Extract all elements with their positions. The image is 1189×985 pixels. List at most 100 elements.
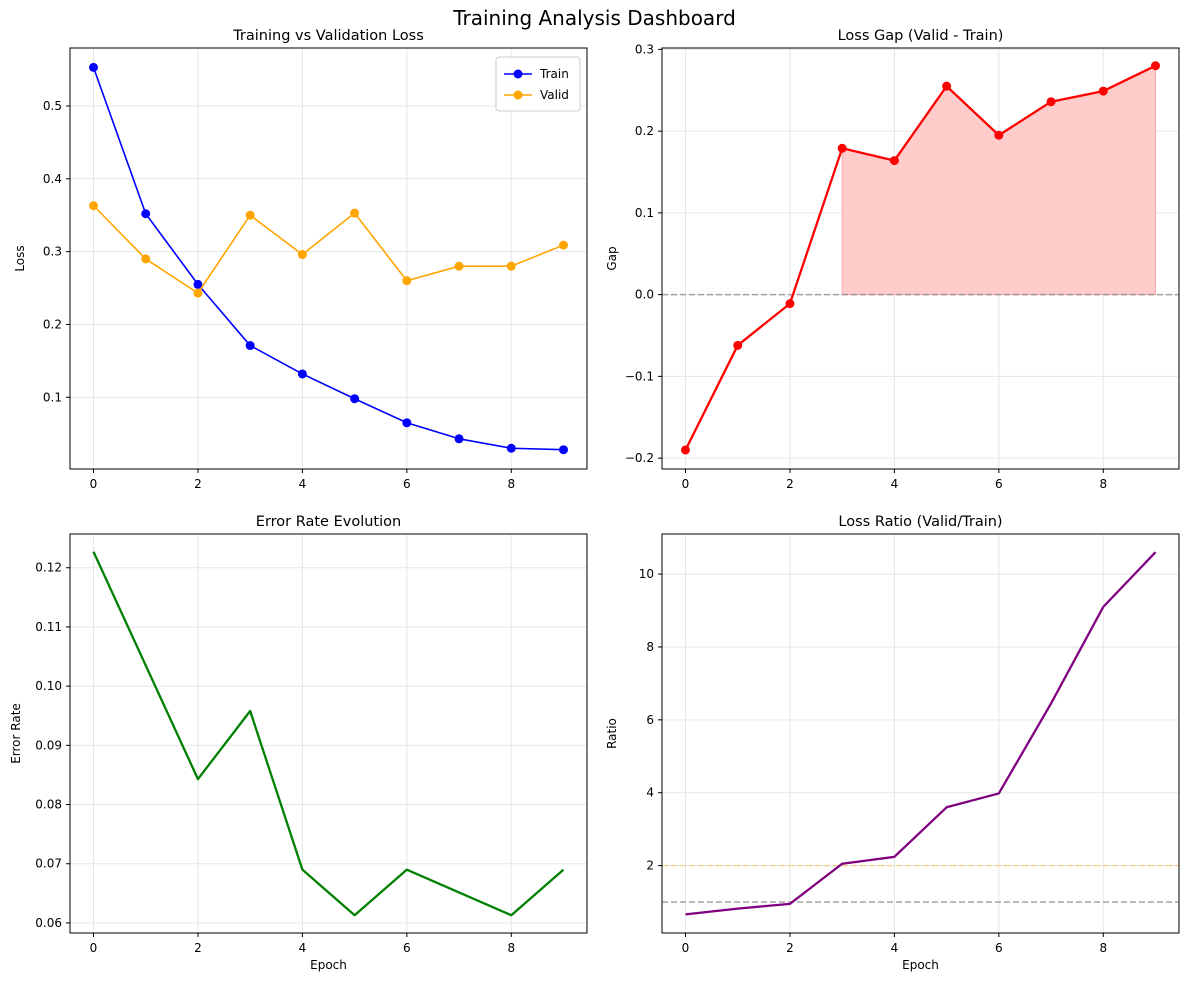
series-line-valid [92,205,564,294]
y-tick-label: 0.09 [35,738,62,752]
data-point-train [506,443,516,453]
axes-frame [69,47,588,470]
y-tick-label: 0.08 [35,798,62,812]
series-line-error [92,551,565,917]
data-point-valid [89,201,98,211]
x-tick-label: 8 [507,941,515,955]
y-tick-label: 0.4 [43,172,62,186]
subplot-title: Loss Ratio (Valid/Train) [838,514,1002,530]
data-point-gap [889,156,899,166]
y-tick-label: 0.3 [43,245,62,259]
data-point-train [402,418,412,428]
y-tick-label: 4 [646,786,654,800]
data-point-gap [837,143,847,153]
y-tick-label: −0.2 [625,451,654,465]
y-tick-label: 0.10 [35,679,62,693]
x-tick-label: 2 [786,941,794,955]
y-tick-label: 8 [646,640,654,654]
x-tick-label: 4 [891,477,899,491]
data-point-valid [559,240,568,250]
y-tick-label: 0.12 [35,561,62,575]
legend: Train Valid [495,56,581,112]
data-point-train [89,62,98,72]
y-tick-label: 0.5 [43,99,62,113]
data-point-gap [942,81,952,91]
subplot-ratio: 0 2 4 6 8 2 4 6 8 10 Loss Ratio (Valid/Train) Epoch… [605,514,1180,972]
x-tick-label: 4 [891,941,899,955]
y-tick-label: 0.0 [635,288,654,302]
data-point-valid [506,261,516,271]
legend-box [495,56,581,112]
x-tick-label: 6 [403,477,411,491]
data-point-train [454,434,464,444]
subplot-gap: 0 2 4 6 8 −0.2 −0.1 0.0 0.1 0.2 0.3 Loss Gap (Valid… [605,28,1180,491]
data-point-train [193,279,203,289]
y-tick-label: 0.06 [35,916,62,930]
subplot-title: Loss Gap (Valid - Train) [838,28,1004,44]
data-point-valid [402,276,412,286]
x-axis-label: Epoch [902,958,939,972]
y-tick-label: 0.2 [43,317,62,331]
data-point-train [350,394,360,404]
data-point-gap [994,130,1004,140]
y-tick-label: −0.1 [625,369,654,383]
y-axis-label: Error Rate [9,703,23,764]
x-tick-label: 6 [995,941,1003,955]
subplot-loss: 0 2 4 6 8 0.1 0.2 0.3 0.4 0.5 Training vs Validati… [13,28,588,491]
x-tick-label: 0 [682,941,690,955]
legend-marker-train [513,69,523,79]
legend-label-valid: Valid [540,88,569,102]
x-tick-label: 8 [1099,477,1107,491]
subplot-title: Error Rate Evolution [256,514,401,530]
y-tick-label: 6 [646,713,654,727]
data-point-gap [1098,86,1108,96]
axes-frame [661,47,1180,470]
data-point-train [559,445,568,455]
x-tick-label: 6 [995,477,1003,491]
x-tick-label: 6 [403,941,411,955]
y-tick-label: 0.11 [35,620,62,634]
series-line-ratio [685,551,1157,916]
y-axis-label: Loss [13,245,27,271]
x-tick-label: 4 [299,941,307,955]
data-point-train [141,209,151,219]
x-tick-label: 8 [1099,941,1107,955]
subplots-container: 0 2 4 6 8 0.1 0.2 0.3 0.4 0.5 Training vs Validati… [9,28,1180,972]
x-tick-label: 0 [682,477,690,491]
series-line-train [92,67,564,451]
data-point-train [297,369,307,379]
data-point-gap [1046,97,1056,107]
data-point-gap [1151,61,1160,71]
x-tick-label: 2 [194,477,202,491]
x-axis-label: Epoch [310,958,347,972]
data-point-gap [785,299,795,309]
y-axis-label: Gap [605,246,619,270]
series-line-gap [684,64,1157,451]
axes-frame [69,533,588,934]
data-point-valid [350,208,360,218]
data-point-valid [193,288,203,298]
x-tick-label: 2 [786,477,794,491]
legend-marker-valid [513,90,523,100]
y-axis-label: Ratio [605,718,619,749]
data-point-gap [681,445,690,455]
y-tick-label: 0.2 [635,124,654,138]
subplot-title: Training vs Validation Loss [232,28,424,44]
y-tick-label: 0.07 [35,857,62,871]
data-point-valid [454,261,464,271]
x-tick-label: 0 [90,941,98,955]
data-point-valid [297,250,307,260]
subplot-error: 0 2 4 6 8 0.06 0.07 0.08 0.09 0.10 0.11 0.12 Error R… [9,514,588,972]
x-tick-label: 0 [90,477,98,491]
data-point-valid [141,254,151,264]
data-point-train [245,341,255,351]
x-tick-label: 4 [299,477,307,491]
y-tick-label: 2 [646,859,654,873]
x-tick-label: 2 [194,941,202,955]
y-tick-label: 0.3 [635,42,654,56]
data-point-valid [245,210,255,220]
legend-label-train: Train [539,67,569,81]
axes-frame [661,533,1180,934]
y-tick-label: 0.1 [635,206,654,220]
